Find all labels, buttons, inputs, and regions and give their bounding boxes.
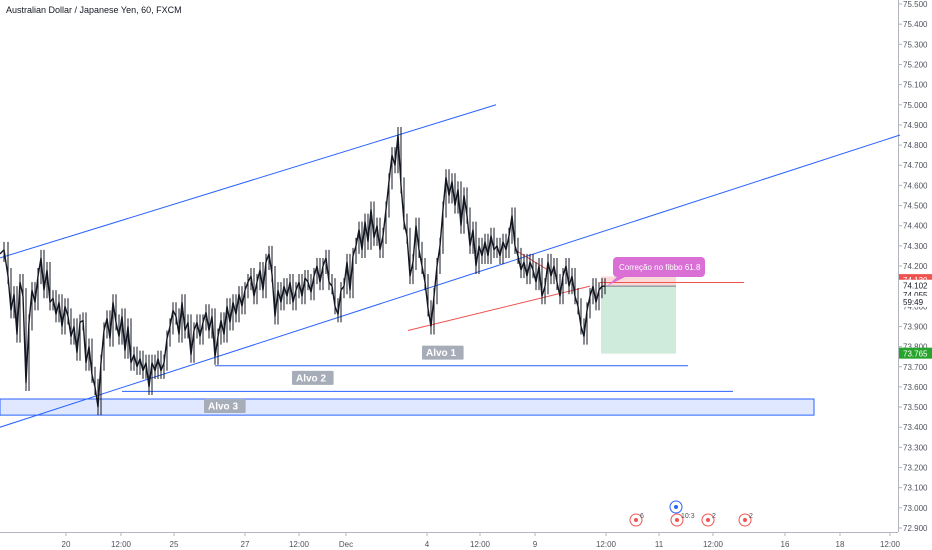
event-icon-dot [706, 518, 710, 522]
x-tick-label: 20 [62, 540, 71, 549]
y-tick-label: 75.200 [903, 60, 928, 69]
x-tick-label: 18 [836, 540, 845, 549]
callout-bg[interactable] [613, 257, 705, 277]
y-tick-label: 74.900 [903, 121, 928, 130]
y-tick-label: 75.100 [903, 81, 928, 90]
y-tick-label: 73.500 [903, 403, 928, 412]
event-count: 6 [640, 513, 644, 520]
price-label-bg [899, 295, 932, 307]
event-count: 10:3 [681, 513, 695, 520]
callout-text: Correção no fibbo 61.8 [619, 263, 701, 272]
event-icon-dot [743, 518, 747, 522]
y-tick-label: 72.900 [903, 524, 928, 533]
x-tick-label: 9 [533, 540, 538, 549]
y-tick-label: 74.700 [903, 161, 928, 170]
y-tick-label: 73.300 [903, 443, 928, 452]
target-label: Alvo 1 [426, 348, 456, 359]
stop-loss-zone[interactable] [601, 276, 676, 287]
x-tick-label: 27 [241, 540, 250, 549]
event-icon-dot [674, 505, 678, 509]
y-tick-label: 73.800 [903, 343, 928, 352]
target-label-bg [422, 345, 464, 360]
price-series-line[interactable] [0, 134, 605, 408]
x-tick-label: 12:00 [111, 540, 132, 549]
price-label-bg [899, 289, 932, 301]
y-tick-label: 73.900 [903, 322, 928, 331]
y-tick-label: 75.400 [903, 20, 928, 29]
event-icon-dot [634, 518, 638, 522]
take-profit-zone[interactable] [601, 286, 676, 354]
y-tick-label: 74.400 [903, 222, 928, 231]
y-tick-label: 74.800 [903, 141, 928, 150]
y-tick-label: 74.600 [903, 181, 928, 190]
x-tick-label: 16 [781, 540, 790, 549]
callout-pointer [607, 277, 625, 286]
y-tick-label: 75.000 [903, 101, 928, 110]
chart-title: Australian Dollar / Japanese Yen, 60, FX… [6, 5, 182, 15]
y-tick-label: 73.400 [903, 423, 928, 432]
x-tick-label: 12:00 [470, 540, 491, 549]
x-tick-label: 12:00 [703, 540, 724, 549]
y-tick-label: 73.700 [903, 363, 928, 372]
x-tick-label: Dec [339, 540, 353, 549]
x-tick-label: 4 [425, 540, 430, 549]
trend-line[interactable] [0, 104, 497, 259]
event-count: 2 [712, 513, 716, 520]
target-label-bg [292, 370, 334, 385]
y-tick-label: 75.500 [903, 0, 928, 9]
price-label: 74.055 [903, 291, 928, 300]
price-label: 73.765 [903, 350, 928, 359]
y-tick-label: 74.300 [903, 242, 928, 251]
y-tick-label: 73.200 [903, 464, 928, 473]
price-label: 74.102 [903, 282, 928, 291]
x-tick-label: 25 [170, 540, 179, 549]
y-tick-label: 74.500 [903, 202, 928, 211]
x-tick-label: 12:00 [880, 540, 901, 549]
x-tick-label: 12:00 [596, 540, 617, 549]
event-count: 2 [749, 513, 753, 520]
y-tick-label: 74.200 [903, 262, 928, 271]
price-label: 59:49 [903, 298, 924, 307]
y-tick-label: 73.600 [903, 383, 928, 392]
price-label-bg [899, 274, 932, 286]
x-tick-label: 12:00 [289, 540, 310, 549]
target-zone[interactable] [0, 398, 815, 416]
trend-line[interactable] [0, 134, 901, 428]
y-tick-label: 75.300 [903, 40, 928, 49]
y-tick-label: 73.000 [903, 504, 928, 513]
target-label-bg [204, 399, 246, 414]
price-label-bg [899, 279, 932, 291]
price-label-bg [899, 347, 932, 359]
event-icon-dot [675, 518, 679, 522]
target-label: Alvo 2 [296, 373, 326, 384]
target-label: Alvo 3 [208, 402, 238, 413]
y-tick-label: 73.100 [903, 484, 928, 493]
x-tick-label: 11 [655, 540, 664, 549]
